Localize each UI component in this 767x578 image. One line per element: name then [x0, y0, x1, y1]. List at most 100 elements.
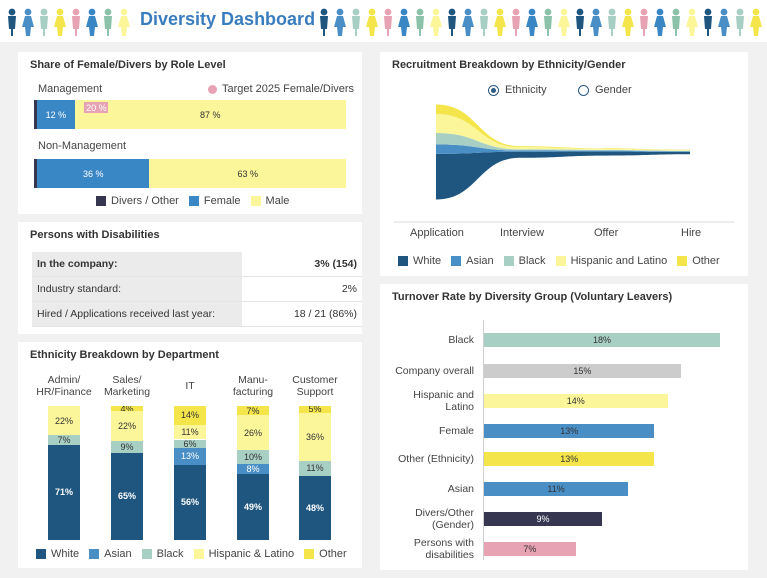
option-ethnicity[interactable]: Ethnicity: [488, 84, 547, 96]
category-label: Other (Ethnicity): [398, 453, 474, 465]
recruitment-funnel-chart: [394, 104, 734, 223]
legend-label: Asian: [104, 548, 132, 560]
legend-label: Divers / Other: [111, 195, 179, 207]
turnover-bar: 15%: [484, 364, 681, 378]
legend-swatch-asian: [89, 549, 100, 559]
legend-swatch-white: [36, 549, 46, 559]
row-label-management: Management: [38, 83, 103, 95]
legend-label: White: [413, 255, 442, 267]
person-icon: [640, 8, 648, 36]
department-legend: White Asian Black Hispanic & Latino Othe…: [36, 548, 347, 560]
category-label: Persons with disabilities: [413, 537, 474, 561]
disabilities-table: In the company: 3% (154) Industry standa…: [32, 252, 362, 327]
table-row: Hired / Applications received last year:…: [32, 301, 362, 327]
turnover-bar: 14%: [484, 394, 668, 408]
category-label: Black: [448, 334, 474, 346]
turnover-bar: 11%: [484, 482, 629, 496]
turnover-bar: 13%: [484, 452, 655, 466]
turnover-bar: 13%: [484, 424, 655, 438]
legend-label: Black: [156, 548, 184, 560]
row-label-non-management: Non-Management: [38, 140, 127, 152]
legend-label: Hispanic and Latino: [570, 255, 668, 267]
bar-segment: 36%: [299, 411, 331, 461]
role-level-panel: Share of Female/Divers by Role Level Man…: [18, 52, 362, 214]
department-label: Admin/ HR/Finance: [36, 374, 92, 398]
legend-swatch-other: [304, 549, 315, 559]
category-label: Company overall: [395, 365, 474, 377]
stage-label: Offer: [594, 227, 619, 239]
ethnicity-department-panel: Ethnicity Breakdown by Department Admin/…: [18, 342, 362, 568]
bar-segment: 7%: [237, 405, 269, 416]
panel-title: Share of Female/Divers by Role Level: [30, 59, 226, 71]
turnover-panel: Turnover Rate by Diversity Group (Volunt…: [380, 284, 748, 570]
bar-segment: 11%: [299, 459, 331, 476]
person-icon: [654, 8, 666, 36]
person-icon: [686, 8, 698, 36]
funnel-band-asian: [436, 144, 690, 154]
legend-label: Other: [319, 548, 347, 560]
person-icon: [8, 8, 16, 36]
person-icon: [704, 8, 712, 36]
person-icon: [494, 8, 506, 36]
bar-segment: 8%: [237, 462, 269, 475]
role-legend: Divers / Other Female Male: [96, 195, 289, 207]
option-label: Gender: [595, 84, 632, 96]
legend-label: White: [51, 548, 80, 560]
option-gender[interactable]: Gender: [578, 84, 632, 96]
bar-segment: 26%: [237, 414, 269, 451]
person-icon: [718, 8, 730, 36]
legend-swatch-hispanic: [193, 549, 204, 559]
bar-segment: 14%: [174, 405, 206, 425]
disabilities-panel: Persons with Disabilities In the company…: [18, 222, 362, 334]
person-icon: [320, 8, 328, 36]
row-key: Industry standard:: [32, 276, 242, 302]
table-row: In the company: 3% (154): [32, 252, 362, 277]
department-label: Customer Support: [292, 374, 338, 398]
bar-segment: 48%: [299, 474, 331, 540]
department-label: Manu- facturing: [232, 374, 274, 398]
bar-segment: 7%: [48, 434, 80, 445]
department-label: IT: [185, 380, 195, 392]
category-label: Hispanic and Latino: [413, 389, 474, 413]
person-icon: [430, 8, 442, 36]
person-icon: [104, 8, 112, 36]
person-icon: [366, 8, 378, 36]
person-icon: [544, 8, 552, 36]
category-label: Asian: [447, 483, 474, 495]
stage-label: Interview: [500, 227, 545, 239]
person-icon: [462, 8, 474, 36]
people-icons-right: [320, 8, 762, 36]
row-value: 18 / 21 (86%): [242, 301, 362, 327]
legend-swatch-hispanic: [555, 256, 566, 266]
bar-divers: [34, 100, 38, 129]
turnover-bar: 18%: [484, 333, 720, 347]
legend-swatch-asian: [451, 256, 462, 266]
person-icon: [576, 8, 584, 36]
target-legend: Target 2025 Female/Divers: [208, 83, 354, 95]
person-icon: [334, 8, 346, 36]
y-axis: [483, 320, 484, 560]
person-icon: [512, 8, 520, 36]
legend-label: Black: [518, 255, 546, 267]
header: Diversity Dashboard: [0, 0, 767, 42]
person-icon: [448, 8, 456, 36]
funnel-band-white: [436, 151, 690, 200]
legend-label: Female: [203, 195, 241, 207]
radio-selected-icon: [488, 84, 499, 96]
row-key: Hired / Applications received last year:: [32, 301, 242, 327]
bar-segment: 9%: [111, 439, 143, 453]
person-icon: [398, 8, 410, 36]
bar-segment: 13%: [174, 446, 206, 465]
person-icon: [72, 8, 80, 36]
row-value: 2%: [242, 276, 362, 302]
stage-label: Hire: [681, 227, 702, 239]
row-key: In the company:: [32, 252, 242, 277]
bar-female: 36 %: [37, 159, 150, 188]
panel-title: Turnover Rate by Diversity Group (Volunt…: [392, 291, 673, 303]
option-label: Ethnicity: [505, 84, 547, 96]
panel-title: Recruitment Breakdown by Ethnicity/Gende…: [392, 59, 626, 71]
bar-segment: 56%: [174, 463, 206, 540]
legend-swatch-white: [398, 256, 408, 266]
bar-male: 63 %: [149, 159, 346, 188]
person-icon: [750, 8, 762, 36]
